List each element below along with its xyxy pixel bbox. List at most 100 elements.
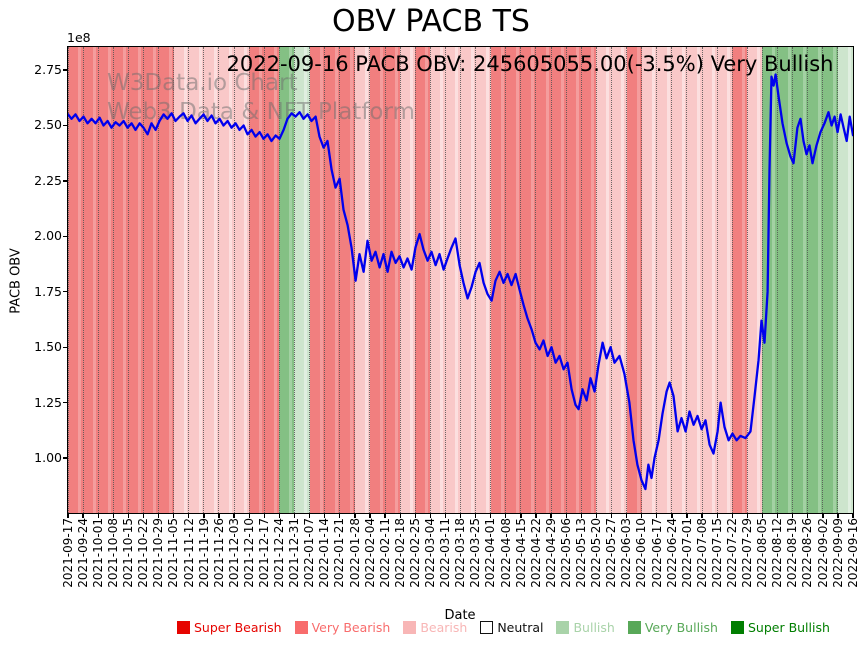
x-tick-mark — [97, 513, 99, 518]
x-tick-mark — [278, 513, 281, 518]
sentiment-band-bearish — [460, 47, 477, 513]
sentiment-band-very_bearish — [158, 47, 175, 513]
gridline — [173, 47, 175, 513]
sentiment-band-very_bearish — [535, 47, 552, 513]
sentiment-band-very_bearish — [369, 47, 386, 513]
x-tick-mark — [686, 513, 688, 518]
gridline — [158, 47, 160, 513]
legend-item-bearish: Bearish — [403, 620, 467, 635]
plot-area: W3Data.io Chart Web3 Data & NFT Platform… — [67, 46, 854, 514]
sentiment-band-bearish — [234, 47, 250, 513]
sentiment-band-very_bearish — [551, 47, 567, 513]
gridline — [656, 47, 658, 513]
sentiment-band-bearish — [354, 47, 371, 513]
sentiment-band-bearish — [641, 47, 658, 513]
gridline — [595, 47, 597, 513]
sentiment-band-very_bullish — [279, 47, 296, 513]
x-tick-mark — [248, 513, 250, 518]
gridline — [716, 47, 718, 513]
sentiment-band-very_bullish — [822, 47, 839, 513]
obv-line — [68, 73, 853, 491]
sentiment-band-bearish — [686, 47, 703, 513]
legend-label: Very Bullish — [644, 620, 718, 635]
legend-swatch — [480, 621, 494, 634]
gridline — [822, 47, 824, 513]
gridline — [671, 47, 673, 513]
gridline — [399, 47, 401, 513]
x-tick-mark — [731, 513, 733, 518]
x-tick-mark — [142, 513, 145, 518]
sentiment-band-very_bearish — [68, 47, 84, 513]
gridline — [188, 47, 190, 513]
x-tick-mark — [263, 513, 265, 518]
x-tick-mark — [550, 513, 552, 518]
x-tick-mark — [127, 513, 130, 518]
x-tick-mark — [490, 513, 492, 518]
sentiment-band-very_bearish — [490, 47, 507, 513]
gridline — [429, 47, 431, 513]
gridline — [520, 47, 522, 513]
gridline — [263, 47, 265, 513]
x-tick-mark — [67, 513, 69, 518]
y-tick-label: 1.75 — [34, 283, 62, 299]
watermark: W3Data.io Chart Web3 Data & NFT Platform — [107, 69, 415, 127]
legend-item-super-bearish: Super Bearish — [177, 620, 282, 635]
gridline — [686, 47, 688, 513]
gridline — [641, 47, 643, 513]
gridline — [203, 47, 205, 513]
legend-label: Neutral — [497, 620, 544, 635]
gridline — [837, 47, 839, 513]
sentiment-band-bearish — [671, 47, 688, 513]
legend-item-bullish: Bullish — [556, 620, 615, 635]
sentiment-band-very_bearish — [83, 47, 99, 513]
x-tick-mark — [233, 513, 235, 518]
x-tick-mark — [701, 513, 703, 518]
x-tick-mark — [414, 513, 416, 518]
x-tick-mark — [822, 513, 824, 518]
gridline — [626, 47, 628, 513]
gridline — [339, 47, 341, 513]
x-tick-mark — [429, 513, 431, 518]
gridline — [460, 47, 461, 513]
x-tick-mark — [595, 513, 598, 518]
gridline — [761, 47, 763, 513]
sentiment-band-bullish — [837, 47, 853, 513]
sentiment-band-bearish — [218, 47, 235, 513]
gridline — [550, 47, 552, 513]
y-tick-mark — [63, 291, 68, 293]
x-tick-mark — [308, 513, 311, 518]
gridline — [807, 47, 809, 513]
gridline — [233, 47, 235, 513]
legend-label: Bearish — [420, 620, 468, 635]
x-tick-mark — [641, 513, 643, 518]
sentiment-band-bearish — [445, 47, 462, 513]
gridline — [746, 47, 748, 513]
gridline — [792, 47, 794, 513]
watermark-line2: Web3 Data & NFT Platform — [107, 99, 415, 125]
legend-label: Super Bullish — [747, 620, 830, 635]
gridline — [414, 47, 416, 513]
sentiment-band-bearish — [430, 47, 446, 513]
y-tick-mark — [63, 235, 68, 238]
sentiment-band-very_bearish — [324, 47, 341, 513]
x-tick-mark — [339, 513, 341, 518]
sentiment-band-very_bearish — [339, 47, 356, 513]
gridline — [112, 47, 114, 513]
legend-item-neutral: Neutral — [480, 620, 543, 635]
sentiment-band-bearish — [702, 47, 718, 513]
x-tick-mark — [565, 513, 567, 518]
legend-swatch — [177, 621, 190, 634]
sentiment-band-very_bearish — [566, 47, 582, 513]
x-tick-mark — [474, 513, 477, 518]
x-tick-mark — [580, 513, 582, 518]
gridline — [324, 47, 326, 513]
sentiment-band-very_bearish — [143, 47, 160, 513]
sentiment-band-very_bearish — [98, 47, 114, 513]
legend-swatch — [730, 621, 744, 634]
x-tick-mark — [324, 513, 326, 518]
gridline — [610, 47, 612, 513]
gridline — [218, 47, 220, 513]
legend-label: Super Bearish — [194, 620, 282, 635]
gridline — [852, 47, 853, 513]
